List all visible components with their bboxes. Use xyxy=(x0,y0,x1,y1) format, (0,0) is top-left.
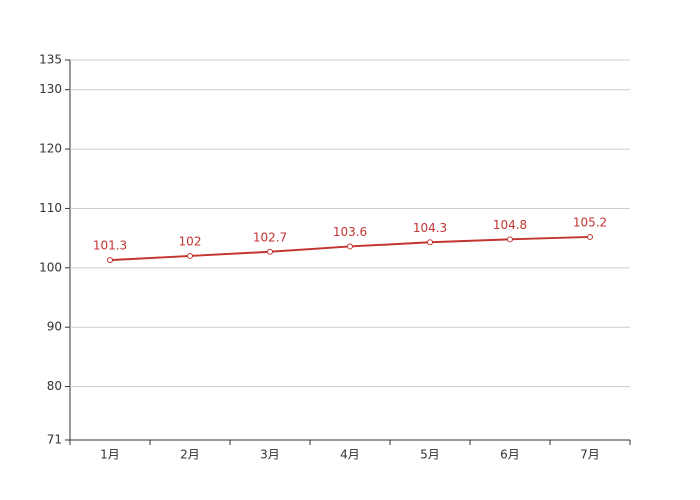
data-label: 104.8 xyxy=(493,218,527,232)
point xyxy=(267,248,273,255)
x-tick-label: 2月 xyxy=(180,448,200,462)
x-tick-label: 6月 xyxy=(500,448,520,462)
point xyxy=(107,257,113,264)
point xyxy=(507,236,513,243)
y-tick-label: 80 xyxy=(47,379,62,393)
x-tick-label: 4月 xyxy=(340,448,360,462)
y-tick-label: 71 xyxy=(47,433,62,447)
data-label: 102.7 xyxy=(253,230,287,244)
x-tick-label: 7月 xyxy=(580,448,600,462)
point xyxy=(427,239,433,246)
point xyxy=(187,252,193,259)
y-tick-label: 90 xyxy=(47,320,62,334)
data-label: 102 xyxy=(179,234,202,248)
y-tick-label: 135 xyxy=(39,53,62,67)
y-tick-label: 130 xyxy=(39,82,62,96)
y-tick-label: 120 xyxy=(39,142,62,156)
data-label: 103.6 xyxy=(333,225,367,239)
point xyxy=(347,243,353,250)
data-label: 104.3 xyxy=(413,221,447,235)
x-tick-label: 5月 xyxy=(420,448,440,462)
y-tick-label: 100 xyxy=(39,260,62,274)
x-tick-label: 1月 xyxy=(100,448,120,462)
x-tick-label: 3月 xyxy=(260,448,280,462)
y-tick-label: 110 xyxy=(39,201,62,215)
data-label: 101.3 xyxy=(93,239,127,253)
point xyxy=(587,233,593,240)
data-label: 105.2 xyxy=(573,215,607,229)
